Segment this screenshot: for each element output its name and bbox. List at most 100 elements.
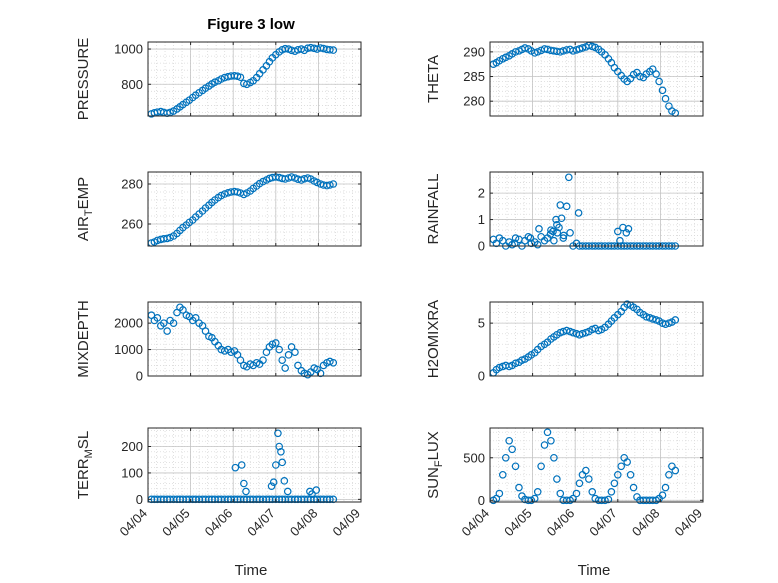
data-point bbox=[557, 214, 566, 223]
data-point bbox=[648, 65, 657, 73]
y-tick-label: 0 bbox=[478, 493, 485, 508]
x-tick-label: 04/08 bbox=[629, 506, 663, 540]
data-point bbox=[559, 231, 568, 240]
data-point bbox=[312, 486, 321, 494]
data-point bbox=[515, 483, 523, 492]
data-point bbox=[259, 356, 267, 364]
data-point bbox=[179, 306, 187, 314]
data-point bbox=[585, 475, 593, 483]
data-point bbox=[613, 470, 622, 479]
data-point bbox=[533, 240, 542, 249]
x-tick-label: 04/04 bbox=[459, 506, 493, 540]
data-point bbox=[495, 489, 504, 498]
data-point bbox=[565, 173, 573, 182]
data-point bbox=[642, 312, 651, 321]
data-point bbox=[533, 48, 542, 56]
data-point bbox=[308, 490, 316, 498]
data-point bbox=[623, 458, 631, 466]
axes-box bbox=[489, 171, 704, 247]
data-point bbox=[326, 181, 334, 189]
subplot-6: 0 5 H2OMIXRA bbox=[425, 300, 704, 384]
axes-box bbox=[489, 427, 704, 503]
data-point bbox=[617, 462, 626, 471]
data-point bbox=[211, 78, 219, 86]
data-point bbox=[626, 470, 635, 479]
data-point bbox=[294, 361, 302, 370]
y-tick-label: 100 bbox=[121, 465, 143, 480]
data-point bbox=[671, 466, 680, 475]
data-point bbox=[624, 225, 633, 233]
data-point bbox=[533, 487, 542, 496]
data-point bbox=[511, 462, 520, 471]
data-point bbox=[271, 339, 280, 347]
data-point bbox=[661, 320, 670, 329]
data-point bbox=[191, 314, 200, 322]
data-point bbox=[329, 495, 338, 504]
data-point bbox=[578, 44, 587, 52]
y-tick-label: 285 bbox=[463, 69, 485, 84]
x-tick-label: 04/06 bbox=[544, 506, 578, 540]
data-point bbox=[655, 77, 663, 86]
data-point bbox=[521, 44, 529, 52]
data-point bbox=[281, 364, 289, 372]
subplot-3: 260 280 AIRTEMP bbox=[75, 171, 362, 247]
axes-box bbox=[147, 301, 362, 377]
data-point bbox=[274, 429, 282, 438]
data-point bbox=[648, 315, 657, 323]
y-tick-label: 280 bbox=[121, 177, 143, 192]
grid bbox=[489, 171, 704, 247]
y-tick-label: 0 bbox=[478, 239, 485, 254]
y-axis-label: H2OMIXRA bbox=[425, 300, 442, 378]
data-point bbox=[329, 180, 338, 188]
y-tick-label: 0 bbox=[136, 369, 143, 384]
data-point bbox=[284, 351, 293, 359]
data-point bbox=[242, 487, 250, 496]
data-point bbox=[511, 48, 520, 56]
data-point bbox=[671, 316, 680, 324]
data-point bbox=[240, 479, 248, 488]
data-point bbox=[271, 461, 280, 469]
data-point bbox=[665, 470, 673, 479]
series-points bbox=[147, 429, 338, 504]
data-point bbox=[636, 72, 644, 81]
data-point bbox=[537, 462, 545, 471]
data-point bbox=[237, 461, 246, 469]
data-point bbox=[578, 329, 587, 338]
subplot-7: 0 100 200 04/04 04/05 04/06 04/07 04/08 04/09 TER… bbox=[75, 427, 363, 539]
data-point bbox=[163, 234, 171, 243]
data-point bbox=[601, 496, 609, 505]
y-axis-label: MIXDEPTH bbox=[75, 300, 92, 378]
data-point bbox=[508, 445, 516, 454]
y-tick-label: 1000 bbox=[114, 342, 143, 357]
data-point bbox=[316, 369, 325, 378]
data-point bbox=[604, 495, 613, 504]
data-point bbox=[275, 345, 284, 354]
y-tick-label: 200 bbox=[121, 439, 143, 454]
data-point bbox=[613, 227, 622, 236]
y-axis-label: THETA bbox=[425, 55, 442, 103]
data-point bbox=[291, 348, 299, 357]
data-point bbox=[526, 234, 535, 242]
data-point bbox=[575, 479, 584, 488]
subplot-5: 0 1000 2000 MIXDEPTH bbox=[75, 300, 362, 384]
y-axis-label: RAINFALL bbox=[425, 174, 442, 245]
axes-box bbox=[147, 41, 362, 117]
y-tick-label: 260 bbox=[121, 217, 143, 232]
data-point bbox=[227, 348, 235, 357]
y-tick-label: 5 bbox=[478, 316, 485, 331]
plot-area bbox=[490, 172, 703, 246]
data-point bbox=[169, 319, 178, 327]
data-point bbox=[163, 327, 171, 335]
y-tick-label: 290 bbox=[463, 44, 485, 59]
data-point bbox=[658, 491, 667, 499]
data-point bbox=[280, 477, 289, 485]
data-point bbox=[553, 475, 561, 483]
data-point bbox=[540, 441, 549, 449]
y-tick-label: 0 bbox=[136, 492, 143, 507]
y-tick-label: 0 bbox=[478, 369, 485, 384]
data-point bbox=[652, 70, 660, 78]
data-point bbox=[505, 436, 513, 445]
series-points bbox=[147, 43, 338, 118]
x-tick-label: 04/05 bbox=[501, 506, 535, 540]
